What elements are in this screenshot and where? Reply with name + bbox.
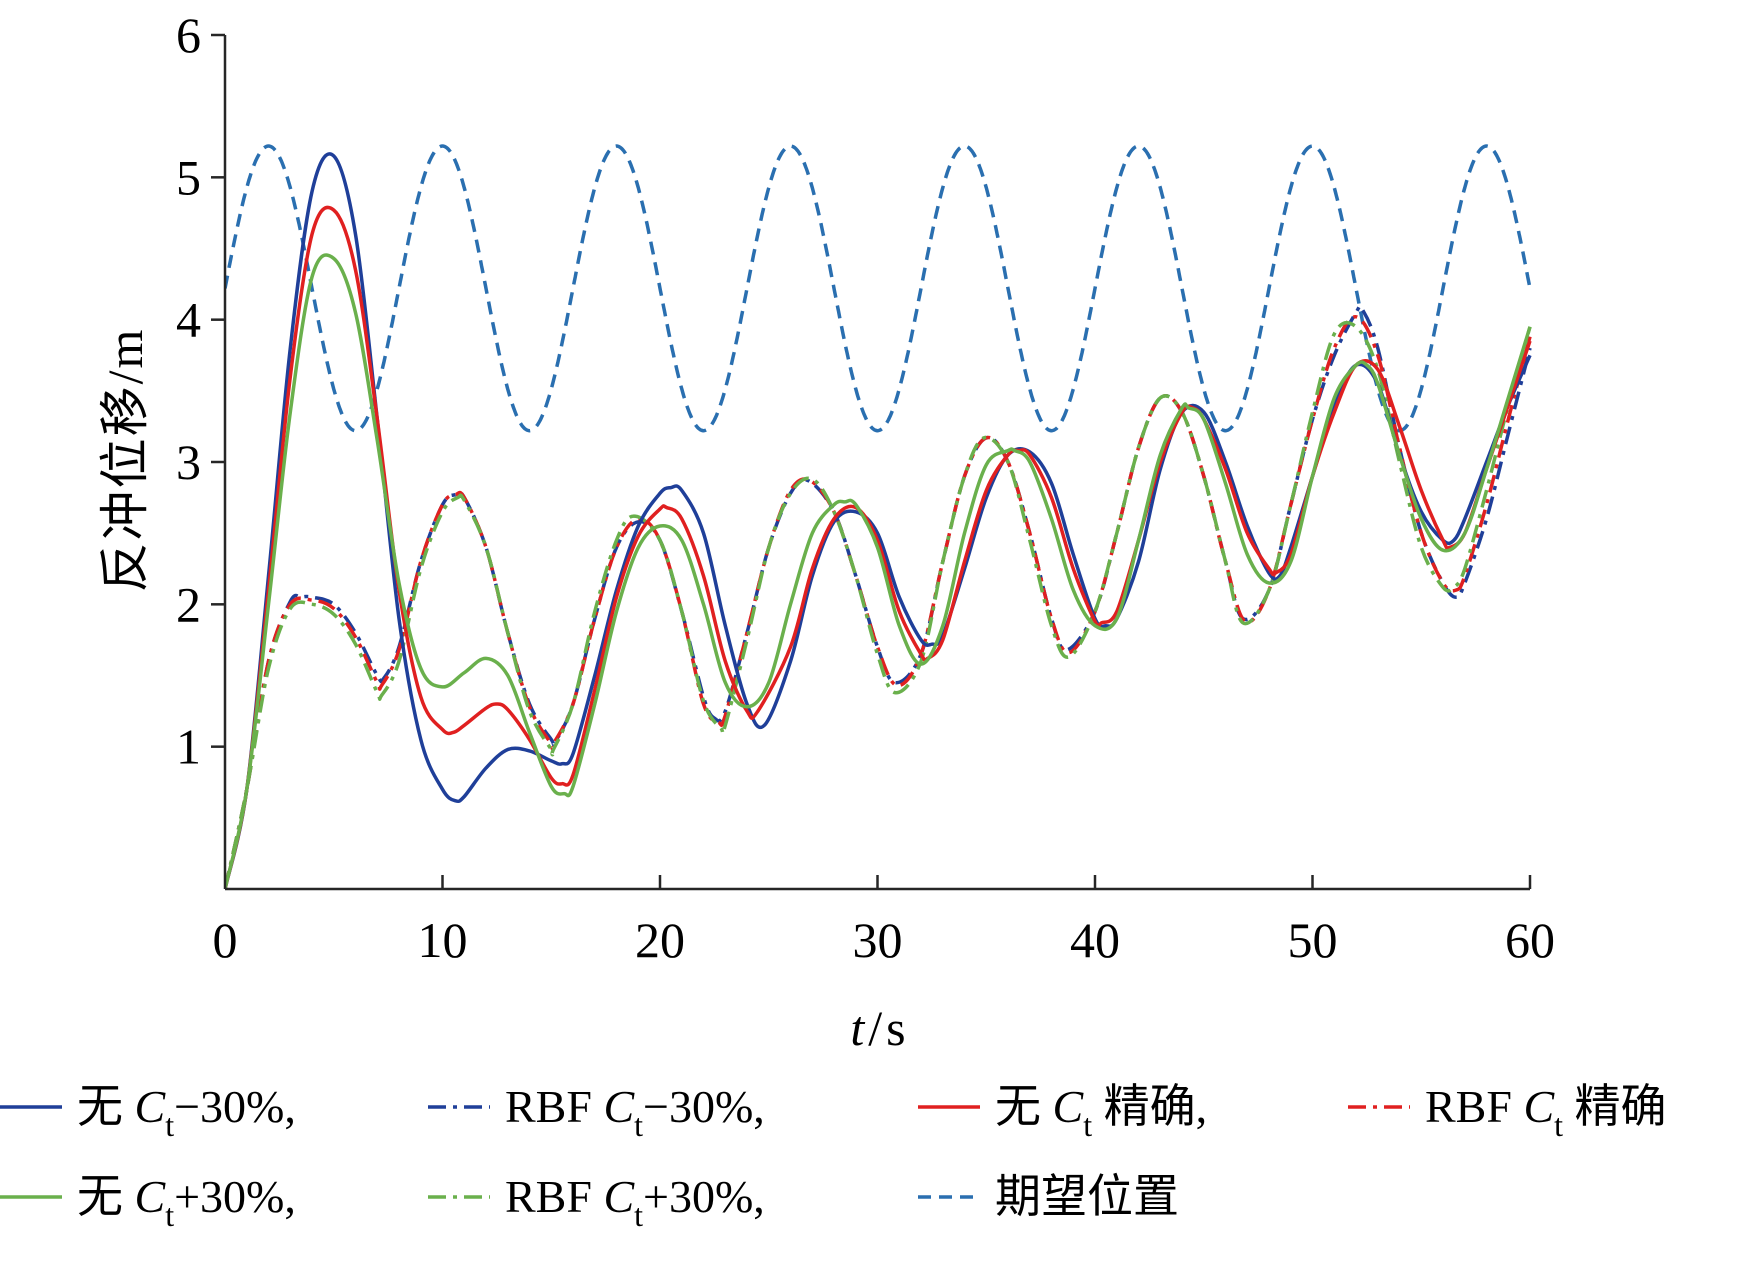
x-tick-label: 30 [853,912,903,968]
y-tick-label: 4 [176,292,201,348]
y-tick-label: 2 [176,576,201,632]
y-tick-label: 3 [176,434,201,490]
series-line-1 [225,152,1532,889]
series-line-2 [225,304,1532,889]
legend-label: 无 Ct 精确, [995,1081,1207,1143]
series-line-5 [225,253,1532,889]
legend-label: RBF Ct 精确 [1425,1081,1667,1143]
y-ticks: 1 2 3 4 5 6 [176,7,225,775]
legend-label: RBF Ct+30%, [505,1171,765,1233]
y-tick-label: 6 [176,7,201,63]
series-line-7 [225,144,1532,433]
x-axis-title: t/s [850,1000,905,1056]
y-tick-label: 1 [176,719,201,775]
x-tick-label: 40 [1070,912,1120,968]
x-tick-label: 0 [213,912,238,968]
series-line-6 [225,320,1532,889]
x-tick-label: 60 [1505,912,1555,968]
x-tick-label: 10 [418,912,468,968]
y-axis-title: 反冲位移/m [97,328,153,593]
legend-label: 无 Ct+30%, [77,1171,296,1233]
x-ticks: 0 10 20 30 40 50 60 [213,875,1555,968]
legend: 无 Ct−30%, RBF Ct−30%, 无 Ct 精确, RBF Ct 精确无 C… [0,1081,1667,1233]
plot-area [225,144,1532,889]
axes [223,35,1530,891]
x-tick-label: 20 [635,912,685,968]
legend-label: 期望位置 [995,1171,1179,1222]
y-tick-label: 5 [176,149,201,205]
x-tick-label: 50 [1288,912,1338,968]
legend-label: RBF Ct−30%, [505,1081,765,1143]
legend-label: 无 Ct−30%, [77,1081,296,1143]
